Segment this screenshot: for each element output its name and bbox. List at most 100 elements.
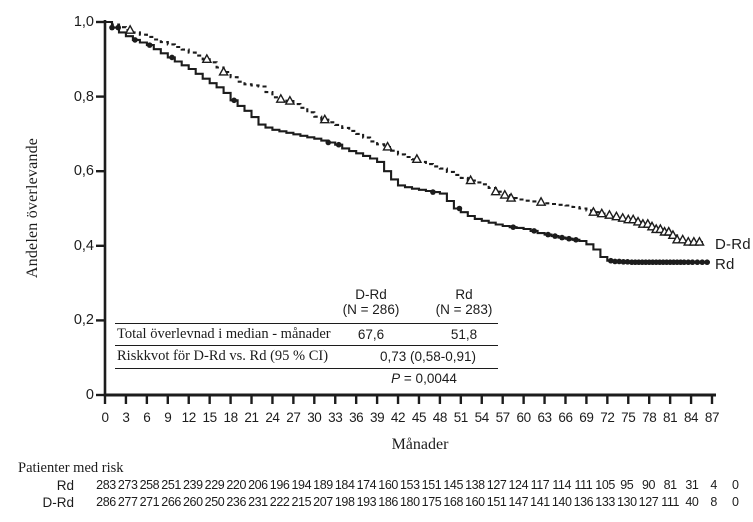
x-tick-label: 54 xyxy=(474,410,490,425)
risk-count: 260 xyxy=(182,495,203,509)
risk-count: 283 xyxy=(96,478,116,492)
stats-row1-label: Total överlevnad i median - månader xyxy=(117,326,331,342)
risk-count: 206 xyxy=(248,478,268,492)
risk-count: 90 xyxy=(641,478,656,492)
risk-count: 215 xyxy=(291,495,312,509)
curve-label-drd: D-Rd xyxy=(715,236,751,253)
x-tick-label: 6 xyxy=(143,410,151,425)
risk-table-title: Patienter med risk xyxy=(18,460,124,476)
risk-count: 133 xyxy=(595,495,615,509)
risk-count: 207 xyxy=(313,495,333,509)
stats-row2-value: 0,73 (0,58-0,91) xyxy=(379,349,477,364)
risk-count: 138 xyxy=(465,478,485,492)
stats-col2-n: (N = 283) xyxy=(435,302,493,317)
risk-count: 258 xyxy=(139,478,160,492)
risk-row-label-drd: D-Rd xyxy=(42,495,74,510)
risk-count: 151 xyxy=(421,478,442,492)
p-symbol: P xyxy=(391,371,401,386)
y-axis-title: Andelen överlevande xyxy=(24,137,41,279)
x-tick-label: 24 xyxy=(265,410,280,425)
risk-count: 168 xyxy=(443,495,464,509)
stats-col2-group: Rd xyxy=(455,287,473,302)
risk-count: 153 xyxy=(399,478,420,492)
risk-count: 251 xyxy=(161,478,181,492)
risk-count: 231 xyxy=(248,495,268,509)
x-tick-label: 15 xyxy=(202,410,218,425)
risk-row-label-rd: Rd xyxy=(56,478,74,493)
x-tick-label: 0 xyxy=(101,410,109,425)
risk-count: 147 xyxy=(508,495,529,509)
risk-count: 95 xyxy=(620,478,634,492)
risk-count: 114 xyxy=(552,478,572,492)
x-tick-label: 48 xyxy=(432,410,448,425)
risk-count: 160 xyxy=(465,495,485,509)
x-tick-label: 87 xyxy=(704,410,720,425)
x-tick-label: 33 xyxy=(328,410,343,425)
x-tick-label: 78 xyxy=(642,410,657,425)
risk-count: 145 xyxy=(443,478,464,492)
x-tick-label: 63 xyxy=(537,410,552,425)
risk-count: 127 xyxy=(486,478,507,492)
risk-count: 40 xyxy=(685,495,699,509)
x-tick-label: 57 xyxy=(495,410,511,425)
risk-count: 220 xyxy=(226,478,247,492)
risk-count: 111 xyxy=(574,478,593,492)
x-tick-label: 45 xyxy=(411,410,427,425)
x-axis-title: Månader xyxy=(391,436,449,453)
risk-count: 0 xyxy=(732,495,739,509)
risk-count: 273 xyxy=(117,478,138,492)
risk-count: 286 xyxy=(96,495,116,509)
stats-rule-1 xyxy=(115,323,498,324)
risk-count: 277 xyxy=(117,495,138,509)
y-tick-label: 0 xyxy=(85,387,94,403)
x-tick-label: 69 xyxy=(579,410,594,425)
stats-row1-value-drd: 67,6 xyxy=(357,327,385,342)
risk-count: 105 xyxy=(595,478,615,492)
y-tick-label: 0,4 xyxy=(73,237,94,254)
y-tick-label: 0,8 xyxy=(73,88,94,105)
stats-table: D-Rd (N = 286) Rd (N = 283) Total överle… xyxy=(115,283,500,391)
risk-count: 194 xyxy=(291,478,312,492)
x-tick-label: 39 xyxy=(369,410,385,425)
risk-count: 198 xyxy=(334,495,355,509)
risk-count: 189 xyxy=(313,478,333,492)
risk-count: 196 xyxy=(269,478,290,492)
risk-count: 117 xyxy=(530,478,550,492)
stats-row1-value-rd: 51,8 xyxy=(450,327,478,342)
stats-p-value: P = 0,0044 xyxy=(344,371,504,386)
risk-count: 0 xyxy=(732,478,739,492)
x-tick-label: 12 xyxy=(181,410,197,425)
risk-count: 127 xyxy=(638,495,659,509)
risk-count: 124 xyxy=(508,478,529,492)
x-tick-label: 21 xyxy=(244,410,259,425)
x-tick-label: 72 xyxy=(600,410,615,425)
stats-col1-n: (N = 286) xyxy=(342,302,400,317)
risk-count: 31 xyxy=(685,478,699,492)
stats-row2-label: Riskkvot för D-Rd vs. Rd (95 % CI) xyxy=(117,348,329,364)
risk-count: 136 xyxy=(573,495,594,509)
risk-count: 229 xyxy=(204,478,225,492)
risk-count: 8 xyxy=(710,495,717,509)
risk-count: 184 xyxy=(334,478,355,492)
risk-count: 236 xyxy=(226,495,247,509)
stats-col1-group: D-Rd xyxy=(355,287,387,302)
risk-count: 140 xyxy=(551,495,572,509)
x-tick-label: 60 xyxy=(516,410,532,425)
x-tick-label: 66 xyxy=(558,410,573,425)
y-tick-label: 1,0 xyxy=(73,14,94,30)
risk-count: 193 xyxy=(356,495,377,509)
risk-count: 186 xyxy=(378,495,398,509)
risk-count: 81 xyxy=(663,478,678,492)
x-tick-label: 27 xyxy=(286,410,301,425)
p-number: = 0,0044 xyxy=(403,371,457,386)
x-tick-label: 36 xyxy=(349,410,364,425)
y-tick-label: 0,6 xyxy=(73,163,94,180)
risk-count: 141 xyxy=(530,495,550,509)
stats-rule-2 xyxy=(115,345,498,346)
risk-count: 180 xyxy=(399,495,420,509)
risk-count: 266 xyxy=(161,495,181,509)
risk-count: 239 xyxy=(182,478,203,492)
x-tick-label: 51 xyxy=(453,410,469,425)
